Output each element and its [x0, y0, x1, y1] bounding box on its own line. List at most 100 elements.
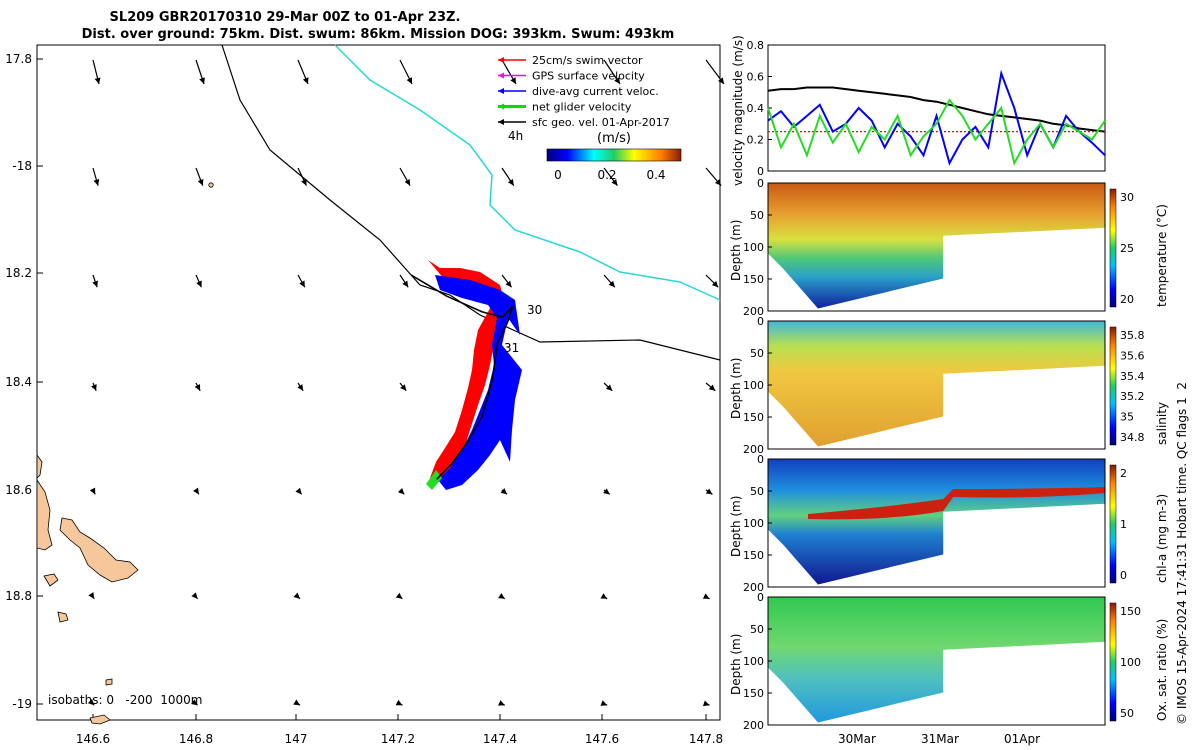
- depth-tick-label: 50: [750, 485, 764, 498]
- geo-velocity-arrow: [92, 167, 100, 186]
- geo-velocity-arrow: [395, 592, 403, 600]
- depth-tick-label: 150: [743, 549, 764, 562]
- geo-velocity-arrow: [293, 699, 301, 706]
- geo-velocity-arrow: [297, 59, 309, 85]
- temperature-section-data: [768, 183, 1105, 309]
- chla-colorbar-tick: 2: [1120, 467, 1127, 480]
- geo-velocity-arrow: [191, 699, 198, 706]
- map-axis-ticks: 146.6 146.8 147 147.2 147.4 147.6 147.8 17.8 -18…: [5, 52, 723, 746]
- salinity-colorbar-tick: 35: [1120, 411, 1134, 424]
- chla-colorbar-label: chl-a (mg m-3): [1155, 494, 1169, 583]
- legend-item-label: dive-avg current veloc.: [532, 85, 659, 98]
- isobaths-label: isobaths: 0 -200 1000m: [48, 693, 203, 707]
- map-ytick-label: 18.6: [5, 483, 32, 497]
- current-swath: [435, 275, 522, 490]
- geo-velocity-arrow: [501, 167, 515, 186]
- legend-item: sfc geo. vel. 01-Apr-2017: [498, 116, 670, 129]
- velocity-ytick-label: 0.8: [747, 39, 765, 52]
- depth-tick-label: 50: [750, 347, 764, 360]
- oxygen-ylabel: Depth (m): [729, 634, 743, 695]
- map-xtick-label: 147.2: [381, 732, 415, 746]
- geo-velocity-arrow: [603, 274, 616, 288]
- depth-tick-label: 0: [757, 177, 764, 190]
- geo-velocity-arrow: [194, 382, 201, 392]
- map-ytick-label: 18.4: [5, 375, 32, 389]
- temperature-colorbar-tick: 30: [1120, 191, 1134, 204]
- legend-item: net glider velocity: [498, 101, 632, 114]
- map-ytick-label: 18.8: [5, 589, 32, 603]
- geo-velocity-arrow: [600, 700, 608, 706]
- chla-colorbar-tick: 0: [1120, 569, 1127, 582]
- map-xtick-label: 147: [285, 732, 308, 746]
- depth-tick-label: 100: [743, 517, 764, 530]
- colorbar-tick-2: 0.4: [646, 168, 665, 182]
- depth-tick-label: 0: [757, 315, 764, 328]
- legend-item-label: net glider velocity: [532, 101, 632, 114]
- glider-track: [410, 274, 514, 480]
- depth-tick-label: 0: [757, 453, 764, 466]
- map-xtick-label: 147.4: [483, 732, 517, 746]
- track-label-31: 31: [504, 341, 519, 355]
- velocity-ytick-label: 0.2: [747, 134, 765, 147]
- geo-velocity-arrow: [399, 274, 409, 288]
- map-legend: 25cm/s swim vector GPS surface velocity di…: [498, 54, 682, 182]
- geo-velocity-arrow: [297, 274, 306, 288]
- colorbar-tick-0: 0: [554, 168, 562, 182]
- geo-velocity-arrow: [295, 487, 303, 495]
- geo-velocity-arrow: [501, 59, 517, 85]
- depth-tick-label: 200: [743, 305, 764, 318]
- velocity-ytick-label: 0: [757, 165, 764, 178]
- depth-tick-label: 50: [750, 623, 764, 636]
- temperature-colorbar-label: temperature (°C): [1155, 204, 1169, 307]
- legend-item: 25cm/s swim vector: [498, 54, 643, 67]
- geo-velocity-arrow: [603, 488, 611, 495]
- isobath-200: [221, 44, 721, 361]
- salinity-colorbar-tick: 35.6: [1120, 349, 1145, 362]
- oxygen-section-data: [768, 597, 1105, 723]
- velocity-ytick-label: 0.6: [747, 71, 765, 84]
- velocity-ylabel: velocity magnitude (m/s): [731, 35, 745, 186]
- geo-velocity-arrow: [399, 59, 413, 85]
- geo-velocity-arrow: [705, 167, 722, 187]
- geo-velocity-arrow: [600, 593, 608, 600]
- geo-velocity-arrow: [705, 274, 719, 288]
- depth-tick-label: 200: [743, 443, 764, 456]
- geo-velocity-arrow: [397, 487, 405, 495]
- geo-velocity-arrow: [705, 382, 716, 392]
- depth-tick-label: 100: [743, 379, 764, 392]
- map-ytick-label: -19: [12, 697, 32, 711]
- geo-velocity-arrow: [501, 274, 512, 288]
- legend-item: dive-avg current veloc.: [498, 85, 659, 98]
- geo-velocity-arrow: [193, 487, 200, 495]
- depth-tick-label: 200: [743, 719, 764, 732]
- chla-colorbar-tick: 1: [1120, 518, 1127, 531]
- legend-item-label: 25cm/s swim vector: [532, 54, 643, 67]
- oxygen-colorbar-tick: 150: [1120, 605, 1141, 618]
- geo-velocity-arrow: [702, 700, 710, 707]
- velocity-ytick-label: 0.4: [747, 102, 765, 115]
- oxygen-colorbar: [1109, 602, 1117, 722]
- oxygen-colorbar-tick: 100: [1120, 656, 1141, 669]
- map-geo-velocity-arrows: [87, 59, 725, 707]
- map-xtick-label: 146.6: [76, 732, 110, 746]
- geo-velocity-arrow: [87, 698, 95, 706]
- depth-tick-label: 100: [743, 655, 764, 668]
- geo-velocity-arrow: [89, 487, 96, 495]
- geo-velocity-arrow: [399, 167, 411, 186]
- map-xtick-label: 147.6: [585, 732, 619, 746]
- map-ytick-label: -18: [12, 159, 32, 173]
- geo-velocity-arrow: [395, 699, 403, 706]
- salinity-colorbar-tick: 35.4: [1120, 370, 1145, 383]
- velocity-series-line: [767, 98, 1106, 166]
- isobath-1000: [334, 44, 721, 301]
- geo-velocity-arrow: [603, 167, 618, 187]
- geo-velocity-arrow: [705, 488, 713, 495]
- geo-velocity-arrow: [500, 488, 508, 495]
- swim-vector-swath: [428, 260, 505, 488]
- map-xtick-label: 146.8: [179, 732, 213, 746]
- legend-colorbar: [546, 148, 682, 162]
- geo-velocity-arrow: [191, 592, 199, 600]
- chla-colorbar: [1109, 464, 1117, 584]
